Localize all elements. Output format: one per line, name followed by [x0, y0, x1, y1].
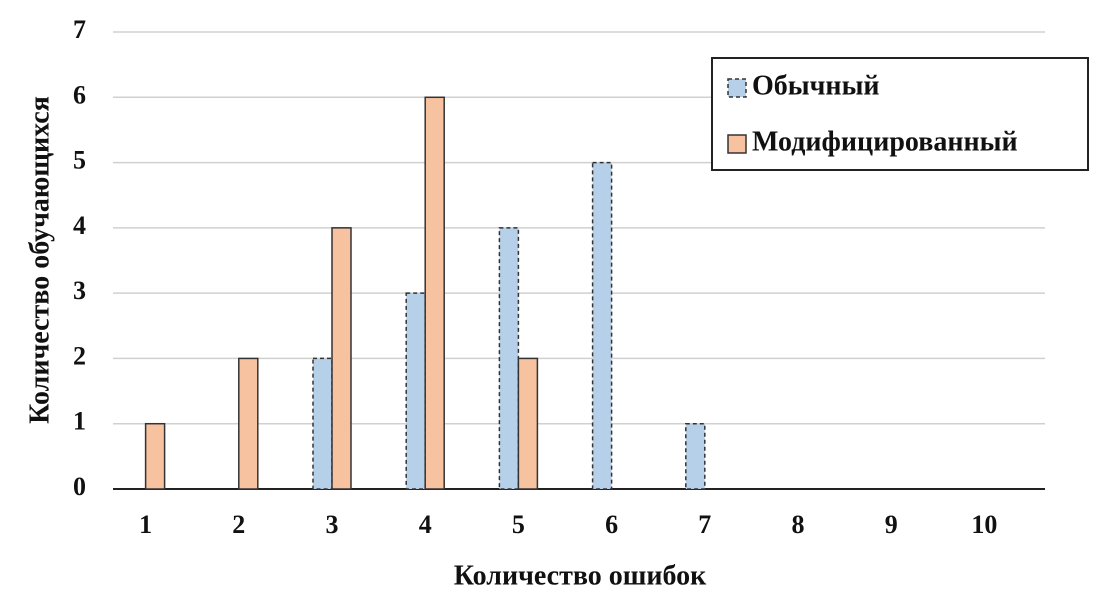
legend-label: Обычный — [752, 70, 880, 101]
legend-label: Модифицированный — [752, 126, 1018, 157]
x-axis-title: Количество ошибок — [454, 560, 707, 591]
bar — [312, 357, 333, 490]
x-tick-label: 4 — [419, 510, 432, 539]
bar — [424, 96, 445, 490]
x-tick-label: 1 — [139, 510, 152, 539]
x-tick-label: 3 — [326, 510, 339, 539]
bar — [498, 227, 520, 490]
y-tick-label: 4 — [73, 211, 86, 240]
bar — [405, 292, 426, 490]
bar — [685, 422, 706, 490]
legend-swatch — [727, 78, 747, 98]
y-tick-label: 2 — [73, 341, 86, 370]
bar — [238, 357, 259, 490]
y-tick-label: 6 — [73, 80, 86, 109]
y-tick-label: 7 — [73, 15, 86, 44]
legend-swatch — [727, 134, 747, 154]
y-tick-label: 1 — [73, 407, 86, 436]
x-tick-label: 2 — [232, 510, 245, 539]
y-tick-label: 3 — [73, 276, 86, 305]
x-tick-label: 10 — [971, 510, 997, 539]
y-tick-label: 5 — [73, 146, 86, 175]
x-tick-label: 6 — [605, 510, 618, 539]
bar — [517, 357, 539, 490]
x-tick-label: 9 — [885, 510, 898, 539]
legend: Обычный Модифицированный — [711, 57, 1089, 171]
x-tick-label: 8 — [792, 510, 805, 539]
x-tick-label: 5 — [512, 510, 525, 539]
bar — [144, 422, 166, 490]
y-axis-title: Количество обучающихся — [24, 96, 55, 424]
legend-box — [711, 57, 1089, 171]
bar — [591, 161, 613, 490]
y-tick-label: 0 — [73, 472, 86, 501]
x-tick-label: 7 — [698, 510, 711, 539]
bar — [331, 227, 352, 490]
